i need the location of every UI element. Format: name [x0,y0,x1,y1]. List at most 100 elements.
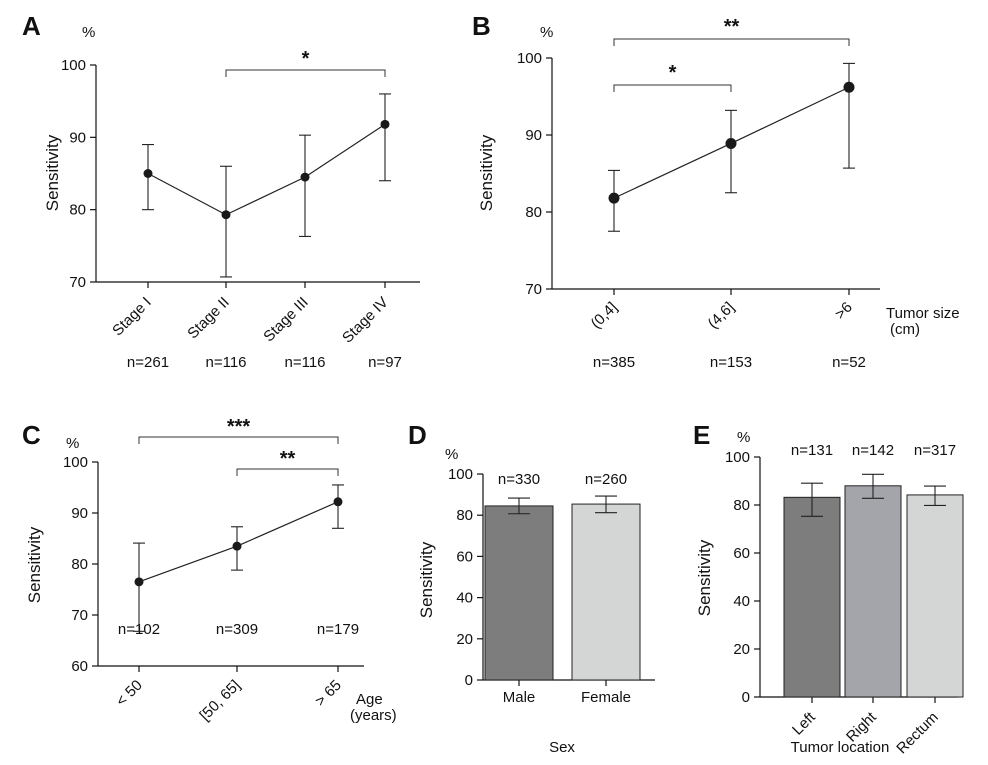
y-tick-label: 100 [517,50,542,67]
n-label: n=309 [216,621,258,638]
y-tick-label: 70 [525,281,542,298]
panel-letter: D [408,420,427,450]
n-label: n=131 [791,442,833,459]
data-point [333,497,343,507]
significance-bracket [236,468,339,476]
x-tick-label: (0,4] [588,299,621,332]
n-label: n=116 [205,354,246,371]
series-line [147,123,386,216]
n-label: n=52 [832,354,866,371]
significance-bracket [613,84,732,92]
bar [844,485,902,698]
panel-d: D% Sensitivity 0 20 40 60 80 100 Male Female n=330… [408,420,655,756]
x-axis-title: (cm) [890,321,920,338]
x-tick-label: Left [789,708,819,738]
x-tick-label: < 50 [113,677,146,710]
y-axis-label: Sensitivity [477,134,496,211]
n-label: n=261 [127,354,169,371]
x-axis-title: Age [356,691,383,708]
x-tick-label: Stage IV [339,294,392,347]
n-label: n=330 [498,471,540,488]
y-tick-label: 70 [71,607,88,624]
significance-label: ** [724,16,740,38]
data-point [232,541,242,551]
significance-label: * [302,48,310,70]
n-label: n=97 [368,354,402,371]
y-tick-label: 80 [69,202,86,219]
panel-letter: E [693,420,710,450]
data-point [143,169,153,178]
n-label: n=260 [585,471,627,488]
y-tick-label: 80 [456,507,473,524]
n-label: n=116 [284,354,325,371]
x-tick-label: Stage II [184,294,233,343]
panel-letter: C [22,420,41,450]
y-tick-label: 70 [69,274,86,291]
y-axis-label: Sensitivity [695,539,714,616]
panel-b: B % Sensitivity 70 80 90 100 (0,4] (4,6] >6 n=385 n… [472,11,960,371]
x-tick-label: >6 [832,299,856,323]
bar [571,503,641,681]
data-point [843,81,855,93]
y-tick-label: 80 [733,497,750,514]
n-label: n=153 [710,354,752,371]
x-tick-label: Rectum [893,709,942,758]
x-axis-title: Tumor location [791,739,890,756]
panel-c: C % Sensitivity 60 70 80 90 100 < 50 [50, 65] > 65… [22,416,397,724]
y-tick-label: 40 [456,590,473,607]
y-tick-label: 40 [733,593,750,610]
data-point [300,172,310,182]
y-unit-label: % [66,435,79,452]
x-axis-title: Tumor size [886,305,960,322]
y-tick-label: 20 [733,641,750,658]
y-tick-label: 60 [456,548,473,565]
y-tick-label: 100 [448,466,473,483]
n-label: n=317 [914,442,956,459]
y-tick-label: 100 [63,454,88,471]
significance-label: ** [280,448,296,470]
x-tick-label: [50, 65] [196,677,243,724]
y-unit-label: % [82,24,95,41]
y-tick-label: 90 [69,129,86,146]
bar [906,494,964,698]
y-tick-label: 90 [71,505,88,522]
y-unit-label: % [737,429,750,446]
significance-bracket [225,69,386,77]
y-tick-label: 60 [733,545,750,562]
y-tick-label: 60 [71,658,88,675]
y-tick-label: 20 [456,631,473,648]
x-axis-title: (years) [350,707,397,724]
y-tick-label: 90 [525,127,542,144]
y-unit-label: % [445,446,458,463]
y-tick-label: 100 [725,449,750,466]
panel-a: A % Sensitivity 70 80 90 100 Stage I Stage II Sta… [22,11,420,371]
significance-bracket [138,436,339,444]
x-tick-label: (4,6] [705,299,738,332]
y-tick-label: 0 [742,689,750,706]
x-tick-label: Male [503,689,536,706]
bar [783,496,841,698]
significance-label: *** [227,416,251,438]
data-point [725,137,737,149]
significance-label: * [669,62,677,84]
data-point [221,210,231,220]
n-label: n=142 [852,442,894,459]
y-tick-label: 100 [61,57,86,74]
n-label: n=179 [317,621,359,638]
y-axis-label: Sensitivity [25,526,44,603]
x-tick-label: Stage I [109,294,155,340]
y-axis-label: Sensitivity [43,134,62,211]
y-tick-label: 80 [525,204,542,221]
y-unit-label: % [540,24,553,41]
bar [484,505,554,681]
y-tick-label: 80 [71,556,88,573]
data-point [134,577,144,587]
panel-letter: B [472,11,491,41]
y-axis-label: Sensitivity [417,541,436,618]
x-tick-label: Stage III [260,294,312,346]
significance-bracket [613,38,850,46]
panel-letter: A [22,11,41,41]
x-axis-title: Sex [549,739,575,756]
